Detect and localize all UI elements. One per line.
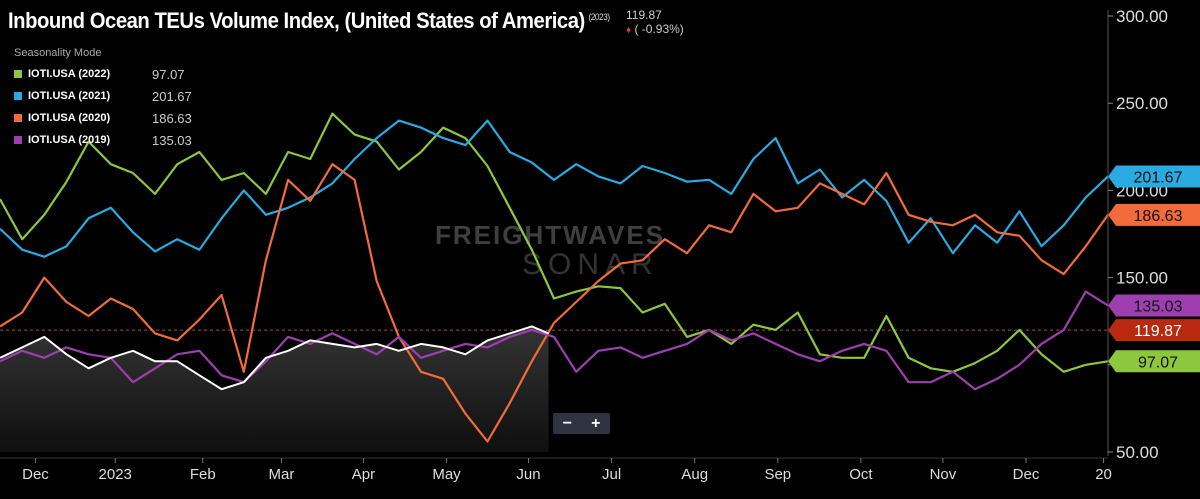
y-tick-label: 150.00 <box>1116 269 1168 288</box>
series-line-2 <box>0 163 1109 443</box>
value-badge-label: 135.03 <box>1134 299 1183 316</box>
legend-name: IOTI.USA (2022) <box>28 68 111 80</box>
legend-name: IOTI.USA (2021) <box>28 90 111 102</box>
series-line-3 <box>0 290 1109 391</box>
x-tick-label: Apr <box>352 466 375 483</box>
legend-swatch <box>14 70 22 78</box>
value-badge-shape <box>1108 203 1200 226</box>
legend-name: IOTI.USA (2019) <box>28 134 111 146</box>
page-title: Inbound Ocean TEUs Volume Index, (United… <box>8 8 610 33</box>
y-tick-label: 250.00 <box>1116 94 1168 113</box>
x-tick-label: 20 <box>1095 466 1112 483</box>
value-badge: 201.67 <box>1108 165 1200 188</box>
series-line-4 <box>0 325 549 391</box>
value-badge: 135.03 <box>1108 294 1200 317</box>
legend-name: IOTI.USA (2020) <box>28 112 111 124</box>
change-percent: ( -0.93%) <box>634 22 684 36</box>
value-badge: 186.63 <box>1108 203 1200 226</box>
x-tick-label: Jun <box>516 466 540 483</box>
legend-swatch <box>14 136 22 144</box>
series-line-0 <box>0 112 1109 373</box>
down-dot-icon: ♦ <box>626 25 632 36</box>
series-lines <box>0 112 1109 443</box>
title-year: (2023) <box>588 11 610 22</box>
x-tick-label: Sep <box>764 466 791 483</box>
current-year-fill <box>0 326 549 452</box>
watermark-line1: FREIGHTWAVES <box>435 220 665 250</box>
value-badge: 97.07 <box>1108 350 1200 373</box>
value-badge: 119.87 <box>1108 319 1200 342</box>
zoom-out-button[interactable]: − <box>562 415 572 432</box>
legend-item[interactable]: IOTI.USA (2019) 135.03 <box>14 129 192 151</box>
value-badge-label: 119.87 <box>1134 323 1182 340</box>
legend-item[interactable]: IOTI.USA (2021) 201.67 <box>14 85 192 107</box>
x-tick-label: Aug <box>681 466 708 483</box>
x-tick-label: 2023 <box>99 466 132 483</box>
y-tick-label: 50.00 <box>1116 443 1159 462</box>
value-badge-label: 186.63 <box>1134 208 1183 225</box>
legend-swatch <box>14 114 22 122</box>
legend-value: 135.03 <box>152 132 192 148</box>
zoom-in-button[interactable]: + <box>591 415 601 432</box>
x-tick-label: Jul <box>602 466 621 483</box>
x-tick-label: May <box>432 466 461 483</box>
value-badge-label: 201.67 <box>1134 169 1183 186</box>
legend-heading: Seasonality Mode <box>14 47 102 59</box>
x-tick-label: Dec <box>1013 466 1040 483</box>
x-tick-label: Mar <box>269 466 295 483</box>
x-tick-label: Oct <box>849 466 873 483</box>
zoom-controls: − + <box>553 413 610 434</box>
legend-item[interactable]: IOTI.USA (2022) 97.07 <box>14 63 192 85</box>
series-line-1 <box>0 119 1109 258</box>
legend-value: 201.67 <box>152 88 192 104</box>
value-badge-shape <box>1108 319 1200 342</box>
watermark-line2: SONAR <box>522 248 659 281</box>
legend-swatch <box>14 92 22 100</box>
value-badge-shape <box>1108 350 1200 373</box>
x-axis: Dec 2023 Feb Mar Apr May Jun Jul Aug Sep Oct Nov Dec… <box>0 457 1112 483</box>
last-value: 119.87 <box>626 8 662 22</box>
y-tick-label: 300.00 <box>1116 7 1168 26</box>
last-value-badges: 97.07 201.67 186.63 135.03 119.87 <box>1108 165 1200 373</box>
x-tick-label: Dec <box>22 466 49 483</box>
x-tick-label: Feb <box>190 466 216 483</box>
value-badge-shape <box>1108 165 1200 188</box>
legend-value: 186.63 <box>152 110 192 126</box>
x-tick-label: Nov <box>930 466 957 483</box>
legend-item[interactable]: IOTI.USA (2020) 186.63 <box>14 107 192 129</box>
current-year-area <box>0 326 549 452</box>
value-badge-label: 97.07 <box>1138 354 1178 371</box>
legend: Seasonality Mode IOTI.USA (2022) 97.07 IO… <box>14 47 192 151</box>
value-badge-shape <box>1108 294 1200 317</box>
legend-value: 97.07 <box>152 66 185 82</box>
last-value-box: 119.87 ♦ ( -0.93%) <box>626 8 684 38</box>
